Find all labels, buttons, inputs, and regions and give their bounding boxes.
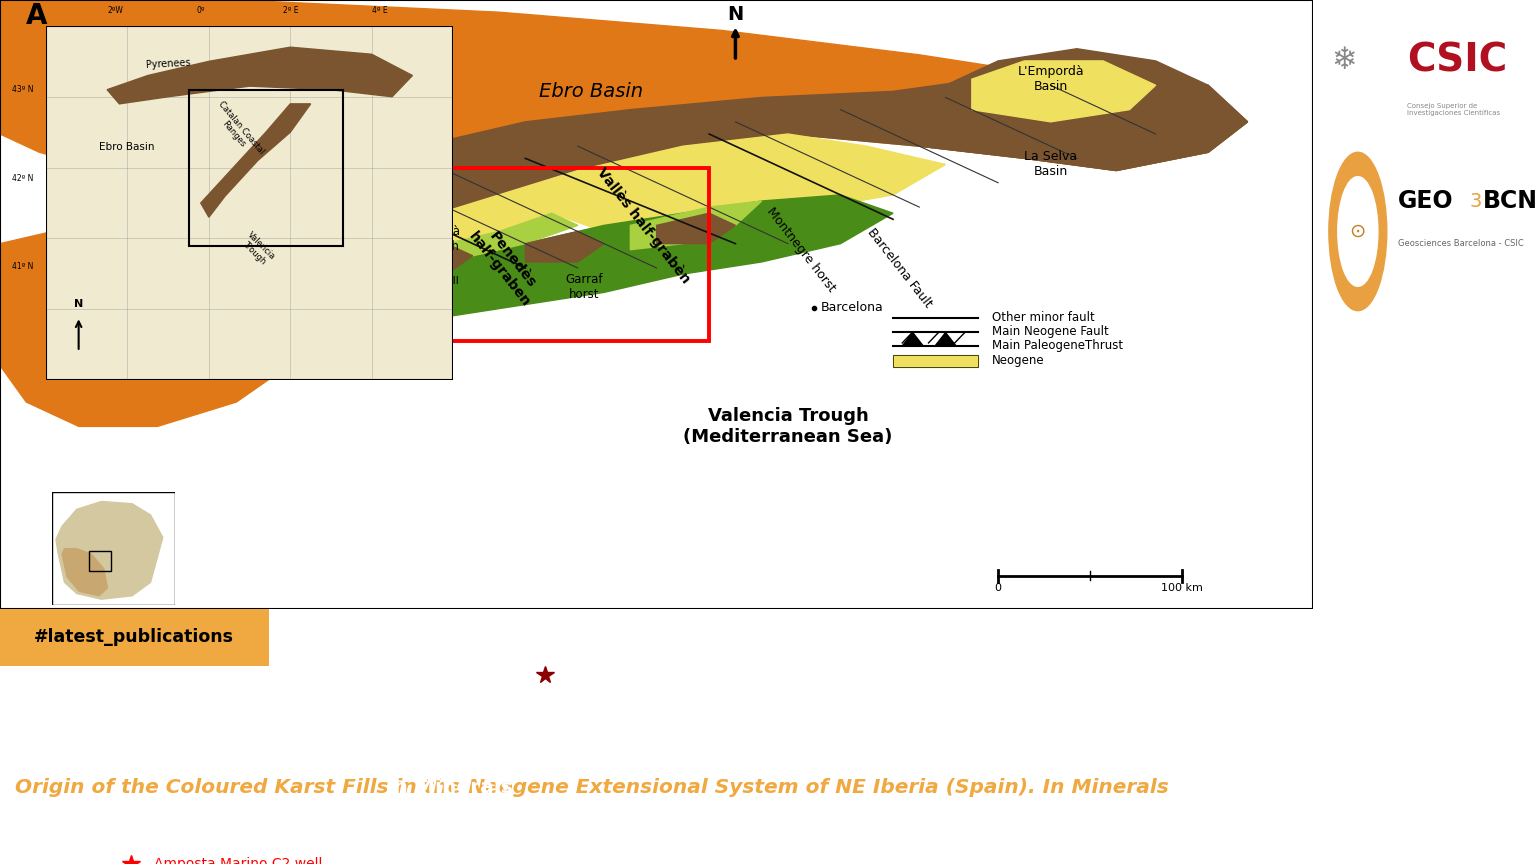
Polygon shape xyxy=(201,104,310,217)
Text: Barcelona Fault: Barcelona Fault xyxy=(865,226,934,310)
Text: La Selva
Basin: La Selva Basin xyxy=(1025,150,1077,179)
Polygon shape xyxy=(972,61,1155,122)
Text: L'Empordà
Basin: L'Empordà Basin xyxy=(1017,65,1084,93)
Text: Travé, A., Rodríguez-Morillas, N., Baqués, V., Playà, E., Casas, L., Cantarero, : Travé, A., Rodríguez-Morillas, N., Baqué… xyxy=(15,686,908,706)
Bar xyxy=(89,551,111,571)
Text: 4º E: 4º E xyxy=(372,6,387,16)
Polygon shape xyxy=(108,48,412,104)
Text: N: N xyxy=(728,5,743,24)
Bar xyxy=(892,354,978,366)
Text: In Minerals: In Minerals xyxy=(15,778,513,797)
Text: Tarragona: Tarragona xyxy=(384,362,445,375)
Text: 0º: 0º xyxy=(197,6,204,16)
Text: Valencia Trough
(Mediterranean Sea): Valencia Trough (Mediterranean Sea) xyxy=(684,407,892,446)
Text: 3: 3 xyxy=(1468,192,1482,211)
Text: Prades
high: Prades high xyxy=(217,280,257,308)
Text: Origin of the Coloured Karst Fills in the Neogene Extensional System of NE Iberi: Origin of the Coloured Karst Fills in th… xyxy=(15,778,1169,797)
Text: Vallès half-grabèn: Vallès half-grabèn xyxy=(594,165,693,286)
Polygon shape xyxy=(46,86,412,210)
Text: Geosciences Barcelona - CSIC: Geosciences Barcelona - CSIC xyxy=(1398,239,1524,248)
Polygon shape xyxy=(393,170,578,250)
Text: Catalan Coastal
Ranges: Catalan Coastal Ranges xyxy=(209,99,266,162)
Circle shape xyxy=(1329,152,1387,311)
Polygon shape xyxy=(393,213,578,262)
Text: A: A xyxy=(26,3,48,30)
Text: Amposta Marino C2 well: Amposta Marino C2 well xyxy=(154,857,323,864)
Polygon shape xyxy=(657,213,736,244)
Polygon shape xyxy=(52,317,237,365)
Text: Gaià
high: Gaià high xyxy=(433,225,459,253)
Polygon shape xyxy=(184,268,315,304)
Text: Valencia
Trough: Valencia Trough xyxy=(238,230,276,269)
Text: Montmell
high: Montmell high xyxy=(407,276,459,297)
Text: El Camp
half -graben: El Camp half -graben xyxy=(321,315,389,337)
Text: 41º N: 41º N xyxy=(12,263,34,271)
Polygon shape xyxy=(525,232,604,262)
Text: GEO: GEO xyxy=(1398,189,1453,213)
Text: Ebro Basin: Ebro Basin xyxy=(98,142,155,152)
Text: BCN: BCN xyxy=(1482,189,1536,213)
Text: Consejo Superior de
Investigaciones Científicas: Consejo Superior de Investigaciones Cien… xyxy=(1407,103,1501,117)
Text: Other minor fault: Other minor fault xyxy=(992,311,1094,325)
Text: Pyrenees: Pyrenees xyxy=(146,58,190,71)
Text: Ebro Basin: Ebro Basin xyxy=(539,82,644,101)
Text: 0: 0 xyxy=(995,583,1001,593)
Text: ❄: ❄ xyxy=(1332,47,1356,75)
Polygon shape xyxy=(184,67,1247,232)
Bar xyxy=(189,90,343,245)
Bar xyxy=(892,354,978,366)
Text: (Vol. 11, Issue 12). doi.org/10.3390/min11121382: (Vol. 11, Issue 12). doi.org/10.3390/min… xyxy=(15,824,578,843)
Text: 43º N: 43º N xyxy=(12,86,34,94)
Text: Martín-Martín, J. D., Gómez-Rivas, E., Moragas, M., & Cruset, D. (2021).: Martín-Martín, J. D., Gómez-Rivas, E., M… xyxy=(15,732,833,752)
Polygon shape xyxy=(263,256,393,292)
Polygon shape xyxy=(935,333,955,346)
Polygon shape xyxy=(919,48,1247,170)
Bar xyxy=(387,168,710,341)
Text: Neogene: Neogene xyxy=(992,354,1044,367)
Text: ⊙: ⊙ xyxy=(1350,222,1366,241)
Polygon shape xyxy=(55,501,163,600)
Text: Martín-Martín, J. D., Gómez-Rivas, E., Moragas, M., & Cruset, D. (2021).: Martín-Martín, J. D., Gómez-Rivas, E., M… xyxy=(15,732,833,752)
Polygon shape xyxy=(551,134,946,232)
Text: Barcelona: Barcelona xyxy=(820,302,883,314)
Polygon shape xyxy=(0,232,315,427)
Text: #latest_publications: #latest_publications xyxy=(34,628,233,646)
Polygon shape xyxy=(393,244,473,274)
Polygon shape xyxy=(61,549,108,596)
Polygon shape xyxy=(237,292,367,329)
Text: Montnegre horst: Montnegre horst xyxy=(763,205,839,295)
Text: Main Neogene Fault: Main Neogene Fault xyxy=(992,326,1109,339)
Polygon shape xyxy=(78,195,892,341)
Polygon shape xyxy=(902,333,923,346)
FancyBboxPatch shape xyxy=(0,608,269,666)
Text: Main PaleogeneThrust: Main PaleogeneThrust xyxy=(992,340,1123,353)
Polygon shape xyxy=(630,201,762,250)
Text: 2ºW: 2ºW xyxy=(108,6,123,16)
Text: Penedès
half-graben: Penedès half-graben xyxy=(465,219,545,310)
Polygon shape xyxy=(0,0,1247,232)
Text: 42º N: 42º N xyxy=(12,174,34,183)
Text: 2º E: 2º E xyxy=(283,6,298,16)
Circle shape xyxy=(1338,176,1378,286)
Text: N: N xyxy=(74,299,83,309)
Text: CSIC: CSIC xyxy=(1407,42,1507,79)
Text: Figure 1B: Figure 1B xyxy=(289,198,395,217)
Text: 100 km: 100 km xyxy=(1161,583,1203,593)
Text: Garraf
horst: Garraf horst xyxy=(565,274,604,302)
